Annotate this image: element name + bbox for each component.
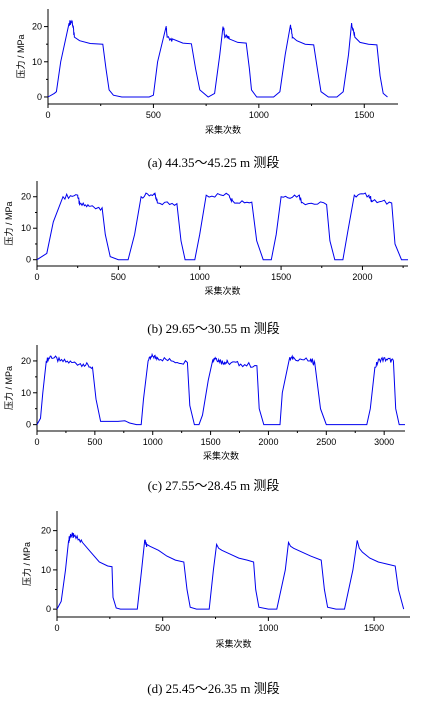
x-tick-label: 1500 xyxy=(201,437,221,447)
pressure-series-line xyxy=(56,532,405,610)
pressure-series-line xyxy=(36,352,405,426)
chart-0: 0 500 1000 1500 0 10 20 采集次数 压力 / MPa xyxy=(15,9,398,135)
x-tick-label: 1500 xyxy=(271,272,291,282)
y-tick-label: 20 xyxy=(32,22,42,32)
y-axis-label: 压力 / MPa xyxy=(21,542,32,586)
x-axis-label: 采集次数 xyxy=(203,450,239,461)
caption-c: (c) 27.55～28.45 m 测段 xyxy=(147,478,280,493)
y-tick-label: 0 xyxy=(26,420,31,430)
x-tick-label: 2000 xyxy=(258,437,278,447)
caption-a: (a) 44.35～45.25 m 测段 xyxy=(147,155,280,170)
x-tick-label: 500 xyxy=(155,623,170,633)
x-tick-label: 2500 xyxy=(316,437,336,447)
x-tick-label: 2000 xyxy=(352,272,372,282)
caption-b: (b) 29.65～30.55 m 测段 xyxy=(147,321,280,336)
x-tick-label: 3000 xyxy=(374,437,394,447)
y-tick-label: 20 xyxy=(21,192,31,202)
x-tick-label: 1500 xyxy=(354,110,374,120)
x-tick-label: 500 xyxy=(146,110,161,120)
y-tick-label: 0 xyxy=(26,255,31,265)
x-tick-label: 1500 xyxy=(364,623,384,633)
chart-2: 0 500 1000 1500 2000 2500 3000 0 10 20 采集次数 压力 / MP… xyxy=(3,345,405,461)
x-axis-label: 采集次数 xyxy=(204,285,240,296)
y-tick-label: 10 xyxy=(32,57,42,67)
y-tick-label: 0 xyxy=(46,604,51,614)
y-axis-label: 压力 / MPa xyxy=(3,366,14,410)
y-tick-label: 10 xyxy=(21,388,31,398)
x-tick-label: 1000 xyxy=(258,623,278,633)
chart-3: 0 500 1000 1500 0 10 20 采集次数 压力 / MPa xyxy=(21,511,410,649)
x-axis-label: 采集次数 xyxy=(215,638,251,649)
y-tick-label: 10 xyxy=(41,565,51,575)
x-tick-label: 1000 xyxy=(249,110,269,120)
x-tick-label: 1000 xyxy=(190,272,210,282)
x-tick-label: 1000 xyxy=(143,437,163,447)
y-axis-label: 压力 / MPa xyxy=(15,34,26,78)
y-tick-label: 20 xyxy=(41,526,51,536)
y-tick-label: 20 xyxy=(21,356,31,366)
x-tick-label: 0 xyxy=(54,623,59,633)
pressure-series-line xyxy=(47,19,388,98)
x-tick-label: 0 xyxy=(45,110,50,120)
x-tick-label: 0 xyxy=(34,437,39,447)
y-tick-label: 0 xyxy=(37,92,42,102)
y-axis-label: 压力 / MPa xyxy=(3,201,14,245)
x-tick-label: 500 xyxy=(87,437,102,447)
caption-d: (d) 25.45～26.35 m 测段 xyxy=(147,681,280,696)
x-tick-label: 0 xyxy=(34,272,39,282)
x-axis-label: 采集次数 xyxy=(205,124,241,135)
pressure-series-line xyxy=(36,192,408,261)
x-tick-label: 500 xyxy=(111,272,126,282)
chart-1: 0 500 1000 1500 2000 0 10 20 采集次数 压力 / MPa xyxy=(3,181,408,296)
y-tick-label: 10 xyxy=(21,223,31,233)
